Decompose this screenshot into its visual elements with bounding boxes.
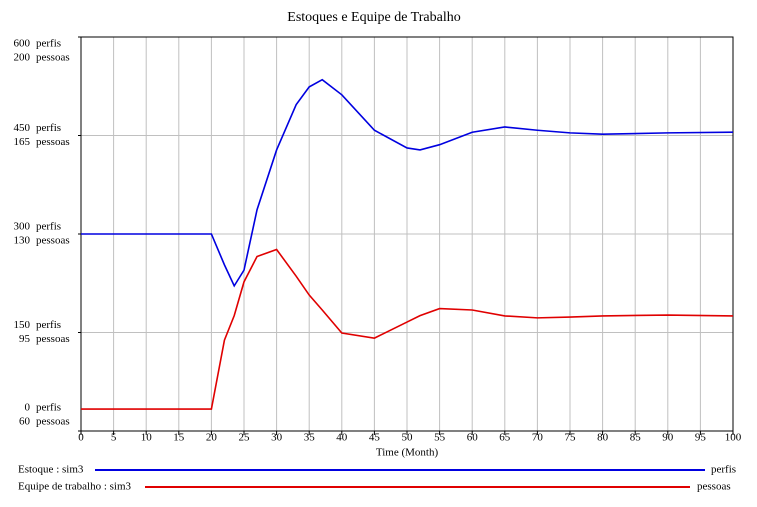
y2-tick-label: 95 xyxy=(19,333,31,345)
x-tick-label: 15 xyxy=(173,432,185,444)
x-tick-label: 5 xyxy=(111,432,117,444)
y2-unit-label: pessoas xyxy=(36,333,70,345)
y-tick-label: 300 xyxy=(14,221,31,233)
y-tick-label: 0 xyxy=(25,402,31,414)
x-tick-label: 10 xyxy=(141,432,153,444)
y2-unit-label: pessoas xyxy=(36,136,70,148)
x-tick-label: 95 xyxy=(695,432,707,444)
chart-title: Estoques e Equipe de Trabalho xyxy=(287,10,460,25)
x-tick-label: 75 xyxy=(565,432,577,444)
series-line xyxy=(81,248,734,410)
y2-tick-label: 130 xyxy=(14,235,31,247)
x-tick-label: 85 xyxy=(630,432,642,444)
y-unit-label: perfis xyxy=(36,319,61,331)
x-tick-label: 20 xyxy=(206,432,218,444)
x-tick-label: 25 xyxy=(239,432,251,444)
x-tick-label: 70 xyxy=(532,432,544,444)
series-line xyxy=(81,78,734,288)
x-tick-label: 30 xyxy=(271,432,283,444)
x-tick-label: 50 xyxy=(402,432,414,444)
y-tick-label: 450 xyxy=(14,122,31,134)
y-unit-label: perfis xyxy=(36,221,61,233)
legend-unit: perfis xyxy=(711,464,736,476)
y-tick-label: 600 xyxy=(14,38,31,50)
x-tick-label: 65 xyxy=(499,432,511,444)
y-tick-label: 150 xyxy=(14,319,31,331)
legend-unit: pessoas xyxy=(697,481,731,493)
y2-tick-label: 60 xyxy=(19,416,31,428)
legend-label: Equipe de trabalho : sim3 xyxy=(18,481,132,493)
x-tick-label: 40 xyxy=(336,432,348,444)
y-unit-label: perfis xyxy=(36,402,61,414)
x-tick-label: 60 xyxy=(467,432,479,444)
x-tick-label: 0 xyxy=(78,432,84,444)
legend-label: Estoque : sim3 xyxy=(18,464,84,476)
x-tick-label: 45 xyxy=(369,432,381,444)
y2-tick-label: 200 xyxy=(14,52,31,64)
y2-unit-label: pessoas xyxy=(36,235,70,247)
x-tick-label: 100 xyxy=(725,432,742,444)
x-axis-label: Time (Month) xyxy=(376,447,439,459)
x-tick-label: 90 xyxy=(662,432,674,444)
y2-unit-label: pessoas xyxy=(36,52,70,64)
y-unit-label: perfis xyxy=(36,122,61,134)
y-unit-label: perfis xyxy=(36,38,61,50)
x-tick-label: 35 xyxy=(304,432,316,444)
x-tick-label: 80 xyxy=(597,432,609,444)
y2-tick-label: 165 xyxy=(14,136,31,148)
x-tick-label: 55 xyxy=(434,432,446,444)
y2-unit-label: pessoas xyxy=(36,416,70,428)
